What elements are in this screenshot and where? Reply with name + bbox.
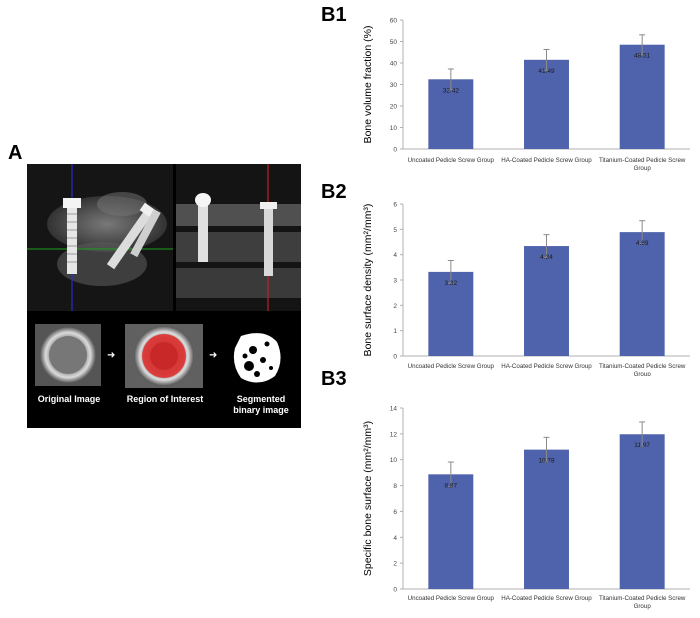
x-category-label: HA-Coated Pedicle Screw Group	[501, 363, 592, 370]
x-category-label: Uncoated Pedicle Screw Group	[408, 595, 495, 602]
y-tick-label: 30	[390, 82, 398, 89]
panel-letter-a: A	[8, 142, 23, 164]
data-label: 8.87	[445, 482, 458, 489]
y-tick-label: 50	[390, 39, 398, 46]
y-tick-label: 40	[390, 61, 398, 68]
original-image-label: Original Image	[37, 394, 101, 404]
arrow-right-icon: ➜	[209, 350, 218, 361]
data-label: 48.51	[634, 53, 651, 60]
bar	[619, 434, 665, 589]
y-axis-label: Bone volume fraction (%)	[362, 26, 374, 144]
y-tick-label: 0	[393, 147, 397, 154]
bar	[428, 474, 474, 589]
panel-letter-b2: B2	[321, 181, 347, 203]
region-of-interest-label: Region of Interest	[126, 394, 204, 404]
panel-letter-b1: B1	[321, 4, 347, 26]
x-category-label: Titanium-Coated Pedicle Screw Group	[599, 363, 686, 376]
roi-segmentation-row: ➜ ➜ Original Image Region of Interest Se…	[27, 314, 301, 428]
bone-volume-fraction-chart: 0 10 20 30 40 50 60 32.42 Uncoated Pedicle Screw…	[362, 18, 690, 172]
y-tick-label: 8	[393, 483, 397, 490]
data-label: 4.34	[540, 254, 553, 261]
micro-ct-figure: ➜ ➜ Original Image Region of Interest Se…	[27, 164, 301, 428]
sagittal-ct-image	[176, 164, 301, 311]
bar	[524, 246, 569, 356]
bar	[428, 79, 474, 149]
bar	[524, 59, 569, 149]
y-tick-label: 4	[393, 252, 397, 259]
y-tick-label: 14	[390, 406, 398, 413]
specific-bone-surface-chart: 0 2 4 6 8 10 12 14 8.87 Uncoated Pedicle Screw Gr…	[362, 406, 690, 610]
data-label: 32.42	[443, 87, 460, 94]
y-tick-label: 3	[393, 278, 397, 285]
panel-letter-b3: B3	[321, 368, 347, 390]
data-label: 10.78	[538, 458, 555, 465]
y-tick-label: 10	[390, 125, 398, 132]
bar	[524, 449, 569, 589]
y-tick-label: 5	[393, 227, 397, 234]
bar	[428, 271, 474, 356]
data-label: 41.49	[538, 68, 555, 75]
y-tick-label: 20	[390, 104, 398, 111]
bone-surface-density-chart: 0 1 2 3 4 5 6 3.32 Uncoated Pedicle Screw Group 4…	[362, 202, 690, 376]
y-tick-label: 0	[393, 354, 397, 361]
x-category-label: Titanium-Coated Pedicle Screw Group	[599, 157, 686, 172]
y-axis-label: Bone surface density (mm²/mm³)	[362, 204, 374, 357]
data-label: 11.97	[634, 442, 650, 449]
bar	[619, 232, 665, 356]
chart-b3: 0 2 4 6 8 10 12 14 8.87 Uncoated Pedicle Screw Gr…	[358, 400, 694, 612]
chart-b2: 0 1 2 3 4 5 6 3.32 Uncoated Pedicle Screw Group 4…	[358, 196, 694, 376]
chart-b1: 0 10 20 30 40 50 60 32.42 Uncoated Pedicle Screw…	[358, 10, 694, 186]
x-category-label: Titanium-Coated Pedicle Screw Group	[599, 595, 686, 610]
x-category-label: HA-Coated Pedicle Screw Group	[501, 157, 592, 164]
data-label: 4.89	[636, 240, 649, 247]
y-tick-label: 60	[390, 18, 398, 25]
y-tick-label: 6	[393, 509, 397, 516]
y-tick-label: 4	[393, 535, 397, 542]
y-tick-label: 12	[390, 431, 398, 438]
x-category-label: Uncoated Pedicle Screw Group	[408, 157, 495, 164]
data-label: 3.32	[445, 280, 458, 287]
y-tick-label: 2	[393, 561, 397, 568]
coronal-ct-image	[27, 164, 173, 311]
x-category-label: HA-Coated Pedicle Screw Group	[501, 595, 592, 602]
y-tick-label: 0	[393, 587, 397, 594]
y-tick-label: 2	[393, 303, 397, 310]
y-tick-label: 6	[393, 202, 397, 209]
y-axis-label: Specific bone surface (mm²/mm³)	[362, 421, 374, 576]
bar	[619, 44, 665, 149]
arrow-right-icon: ➜	[107, 350, 116, 361]
x-category-label: Uncoated Pedicle Screw Group	[408, 363, 495, 370]
y-tick-label: 1	[393, 328, 397, 335]
y-tick-label: 10	[390, 457, 398, 464]
segmented-binary-image-label: Segmented binary image	[233, 394, 289, 415]
